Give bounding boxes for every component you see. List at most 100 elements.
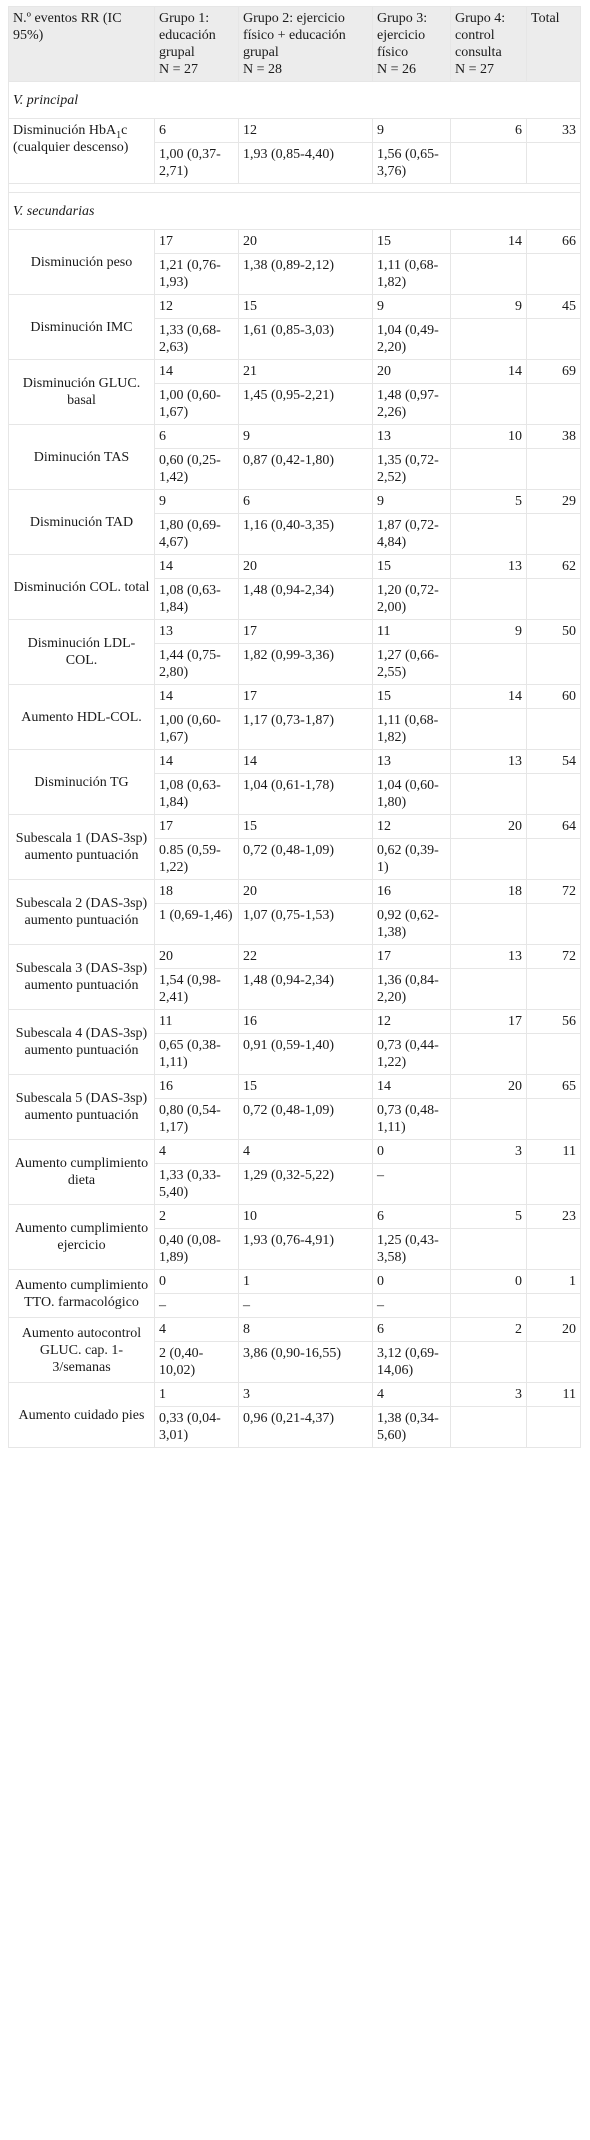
rr-cell: 1,93 (0,76-4,91) — [238, 1228, 373, 1270]
count-cell: 17 — [154, 814, 239, 839]
rr-cell: 1,61 (0,85-3,03) — [238, 318, 373, 360]
count-cell: 17 — [238, 619, 373, 644]
count-cell: 14 — [450, 684, 527, 709]
row-label: Subescala 4 (DAS-3sp) aumento puntuación — [8, 1009, 155, 1075]
total-cell: 1 — [526, 1269, 581, 1294]
empty-cell — [450, 903, 527, 945]
rr-cell: – — [372, 1163, 451, 1205]
row-label: Subescala 2 (DAS-3sp) aumento puntuación — [8, 879, 155, 945]
rr-cell: 1,87 (0,72-4,84) — [372, 513, 451, 555]
rr-cell: 0,60 (0,25-1,42) — [154, 448, 239, 490]
rr-cell: – — [238, 1293, 373, 1318]
count-cell: 0 — [450, 1269, 527, 1294]
count-cell: 6 — [372, 1204, 451, 1229]
total-cell: 11 — [526, 1139, 581, 1164]
total-cell: 65 — [526, 1074, 581, 1099]
empty-cell — [526, 1033, 581, 1075]
spacer-cell — [8, 183, 581, 193]
table-body: V. principal Disminución HbA1c (cualquie… — [8, 81, 581, 1448]
empty-cell — [450, 643, 527, 685]
table-row: Aumento autocontrol GLUC. cap. 1-3/seman… — [8, 1317, 581, 1383]
rr-cell: 1,80 (0,69-4,67) — [154, 513, 239, 555]
rr-cell: 0,80 (0,54-1,17) — [154, 1098, 239, 1140]
total-cell: 20 — [526, 1317, 581, 1342]
count-cell: 13 — [450, 554, 527, 579]
count-cell: 18 — [450, 879, 527, 904]
row-label: Aumento autocontrol GLUC. cap. 1-3/seman… — [8, 1317, 155, 1383]
count-cell: 15 — [372, 554, 451, 579]
table-row: Aumento cumplimiento dieta 4 4 0 3 11 — [8, 1139, 581, 1205]
table-row: 0.85 (0,59-1,22) 0,72 (0,48-1,09) 0,62 (0,… — [9, 838, 581, 880]
row-label: Aumento cumplimiento ejercicio — [8, 1204, 155, 1270]
rr-cell: 0.85 (0,59-1,22) — [154, 838, 239, 880]
count-cell: 6 — [154, 118, 239, 143]
rr-cell: 1,08 (0,63-1,84) — [154, 578, 239, 620]
group-name: Grupo 1: educación grupal — [159, 11, 216, 60]
total-cell: 54 — [526, 749, 581, 774]
count-cell: 12 — [154, 294, 239, 319]
rr-cell: 2 (0,40-10,02) — [154, 1341, 239, 1383]
count-cell: 10 — [450, 424, 527, 449]
rr-cell: 3,12 (0,69-14,06) — [372, 1341, 451, 1383]
header-events-rr: N.º eventos RR (IC 95%) — [8, 6, 155, 82]
row-label: Subescala 1 (DAS-3sp) aumento puntuación — [8, 814, 155, 880]
empty-cell — [450, 513, 527, 555]
row-label: Disminución HbA1c (cualquier descenso) — [8, 118, 155, 184]
count-cell: 20 — [372, 359, 451, 384]
group-name: Grupo 3: ejercicio físico — [377, 11, 428, 60]
rr-cell: 1,11 (0,68-1,82) — [372, 708, 451, 750]
count-cell: 14 — [154, 359, 239, 384]
row-label: Disminución IMC — [8, 294, 155, 360]
count-cell: 9 — [372, 294, 451, 319]
count-cell: 13 — [372, 749, 451, 774]
count-cell: 5 — [450, 489, 527, 514]
count-cell: 4 — [372, 1382, 451, 1407]
rr-cell: 1,44 (0,75-2,80) — [154, 643, 239, 685]
rr-cell: 0,62 (0,39-1) — [372, 838, 451, 880]
table-row: Subescala 3 (DAS-3sp) aumento puntuación… — [8, 944, 581, 1010]
total-cell: 33 — [526, 118, 581, 143]
rr-cell: 0,87 (0,42-1,80) — [238, 448, 373, 490]
count-cell: 10 — [238, 1204, 373, 1229]
group-name: Grupo 4: control consulta — [455, 11, 506, 60]
count-cell: 14 — [450, 229, 527, 254]
table-row: Subescala 2 (DAS-3sp) aumento puntuación… — [8, 879, 581, 945]
table-row: Disminución IMC 12 15 9 9 45 — [8, 294, 581, 360]
rr-cell: 1,33 (0,33-5,40) — [154, 1163, 239, 1205]
empty-cell — [526, 838, 581, 880]
table-row: Disminución GLUC. basal 14 21 20 14 69 — [8, 359, 581, 425]
empty-cell — [450, 968, 527, 1010]
table-row: 1,80 (0,69-4,67) 1,16 (0,40-3,35) 1,87 (0,… — [9, 513, 581, 555]
table-row: 0,80 (0,54-1,17) 0,72 (0,48-1,09) 0,73 (0,… — [9, 1098, 581, 1140]
rr-cell: 1,48 (0,94-2,34) — [238, 578, 373, 620]
count-cell: 6 — [450, 118, 527, 143]
table-row: Subescala 5 (DAS-3sp) aumento puntuación… — [8, 1074, 581, 1140]
count-cell: 14 — [372, 1074, 451, 1099]
count-cell: 17 — [450, 1009, 527, 1034]
empty-cell — [526, 253, 581, 295]
table-row: Disminución HbA1c (cualquier descenso) 6… — [8, 118, 581, 184]
count-cell: 4 — [154, 1317, 239, 1342]
total-cell: 72 — [526, 879, 581, 904]
count-cell: 16 — [372, 879, 451, 904]
table-row: Disminución LDL-COL. 13 17 11 9 50 — [8, 619, 581, 685]
empty-cell — [450, 578, 527, 620]
table-row: Aumento cumplimiento ejercicio 2 10 6 5 23 — [8, 1204, 581, 1270]
count-cell: 9 — [372, 489, 451, 514]
table-row: Disminución TG 14 14 13 13 54 — [8, 749, 581, 815]
row-label: Disminución TG — [8, 749, 155, 815]
empty-cell — [526, 1293, 581, 1318]
count-cell: 13 — [450, 749, 527, 774]
empty-cell — [450, 448, 527, 490]
rr-cell: 0,72 (0,48-1,09) — [238, 838, 373, 880]
rr-cell: 1,56 (0,65-3,76) — [372, 142, 451, 184]
row-label: Disminución GLUC. basal — [8, 359, 155, 425]
rr-cell: 1,11 (0,68-1,82) — [372, 253, 451, 295]
rr-cell: 1,04 (0,61-1,78) — [238, 773, 373, 815]
rr-cell: 1,00 (0,60-1,67) — [154, 708, 239, 750]
rr-cell: 1,35 (0,72-2,52) — [372, 448, 451, 490]
total-cell: 66 — [526, 229, 581, 254]
rr-cell: 1,16 (0,40-3,35) — [238, 513, 373, 555]
rr-cell: 0,73 (0,44-1,22) — [372, 1033, 451, 1075]
count-cell: 8 — [238, 1317, 373, 1342]
